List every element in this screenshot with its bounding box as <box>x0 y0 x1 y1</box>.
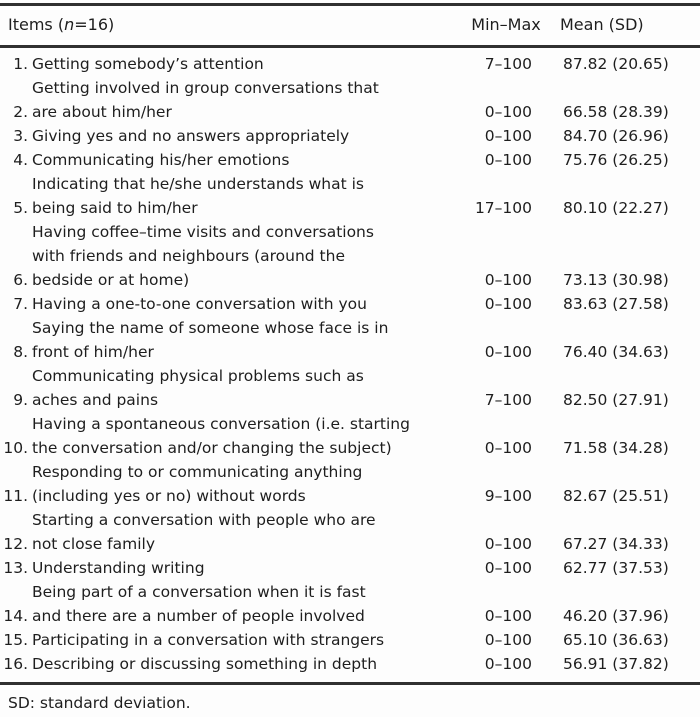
table-row: 5. Indicating that he/she understands wh… <box>0 172 700 220</box>
minmax-value: 7–100 <box>484 391 532 409</box>
mean-sd-value: 62.77 (37.53) <box>563 559 669 577</box>
table-row: 10. Having a spontaneous conversation (i… <box>0 412 700 460</box>
table-row: 13. Understanding writing 0–100 62.77 (3… <box>0 556 700 580</box>
mean-sd-value: 84.70 (26.96) <box>563 127 669 145</box>
minmax-value: 0–100 <box>484 535 532 553</box>
mean-sd-value: 66.58 (28.39) <box>563 103 669 121</box>
item-text: Participating in a conversation with str… <box>32 631 385 649</box>
item-number: 9. <box>13 391 28 409</box>
item-text: Having a one-to-one conversation with yo… <box>32 295 367 313</box>
table-row: 12. Starting a conversation with people … <box>0 508 700 556</box>
mean-sd-value: 83.63 (27.58) <box>563 295 669 313</box>
item-number: 2. <box>13 103 28 121</box>
minmax-value: 0–100 <box>484 607 532 625</box>
minmax-value: 17–100 <box>474 199 532 217</box>
item-number: 12. <box>3 535 28 553</box>
table-row: 3. Giving yes and no answers appropriate… <box>0 124 700 148</box>
item-number: 11. <box>3 487 28 505</box>
item-text: Describing or discussing something in de… <box>32 655 378 673</box>
minmax-value: 0–100 <box>484 559 532 577</box>
table-row: 15. Participating in a conversation with… <box>0 628 700 652</box>
item-text: Responding to or communicating anything … <box>32 463 363 505</box>
item-number: 4. <box>13 151 28 169</box>
mean-sd-value: 76.40 (34.63) <box>563 343 669 361</box>
minmax-column-header: Min–Max <box>471 15 541 34</box>
minmax-value: 9–100 <box>484 487 532 505</box>
table-row: 8. Saying the name of someone whose face… <box>0 316 700 364</box>
item-number: 8. <box>13 343 28 361</box>
item-text: Saying the name of someone whose face is… <box>32 319 389 361</box>
item-number: 5. <box>13 199 28 217</box>
mean-sd-value: 65.10 (36.63) <box>563 631 669 649</box>
items-column-header: Items (n=16) <box>0 15 457 35</box>
item-text: Having a spontaneous conversation (i.e. … <box>32 415 410 457</box>
item-number: 14. <box>3 607 28 625</box>
minmax-value: 0–100 <box>484 127 532 145</box>
item-number: 3. <box>13 127 28 145</box>
table-row: 2. Getting involved in group conversatio… <box>0 76 700 124</box>
mean-sd-column-header: Mean (SD) <box>560 15 644 34</box>
table-footnote: SD: standard deviation. <box>8 694 191 712</box>
item-number: 1. <box>13 55 28 73</box>
items-header-n: n <box>64 15 75 34</box>
mean-sd-value: 87.82 (20.65) <box>563 55 669 73</box>
table-body: 1. Getting somebody’s attention 7–100 87… <box>0 48 700 685</box>
minmax-value: 7–100 <box>484 55 532 73</box>
item-text: Communicating his/her emotions <box>32 151 290 169</box>
mean-sd-value: 80.10 (22.27) <box>563 199 669 217</box>
item-text: Starting a conversation with people who … <box>32 511 376 553</box>
mean-sd-value: 75.76 (26.25) <box>563 151 669 169</box>
minmax-value: 0–100 <box>484 631 532 649</box>
minmax-value: 0–100 <box>484 103 532 121</box>
item-number: 6. <box>13 271 28 289</box>
minmax-value: 0–100 <box>484 151 532 169</box>
minmax-value: 0–100 <box>484 295 532 313</box>
minmax-value: 0–100 <box>484 271 532 289</box>
table-row: 1. Getting somebody’s attention 7–100 87… <box>0 52 700 76</box>
item-text: Communicating physical problems such as … <box>32 367 364 409</box>
mean-sd-value: 67.27 (34.33) <box>563 535 669 553</box>
item-number: 16. <box>3 655 28 673</box>
item-text: Getting involved in group conversations … <box>32 79 379 121</box>
minmax-value: 0–100 <box>484 343 532 361</box>
item-text: Getting somebody’s attention <box>32 55 264 73</box>
item-text: Giving yes and no answers appropriately <box>32 127 350 145</box>
table-header-row: Items (n=16) Min–Max Mean (SD) <box>0 3 700 48</box>
table-row: 16. Describing or discussing something i… <box>0 652 700 676</box>
item-number: 13. <box>3 559 28 577</box>
item-text: Indicating that he/she understands what … <box>32 175 364 217</box>
mean-sd-value: 71.58 (34.28) <box>563 439 669 457</box>
table-row: 9. Communicating physical problems such … <box>0 364 700 412</box>
table-row: 6. Having coffee–time visits and convers… <box>0 220 700 292</box>
minmax-value: 0–100 <box>484 655 532 673</box>
items-header-suffix: =16) <box>74 15 115 34</box>
mean-sd-value: 46.20 (37.96) <box>563 607 669 625</box>
item-number: 10. <box>3 439 28 457</box>
item-text: Understanding writing <box>32 559 205 577</box>
table-row: 11. Responding to or communicating anyth… <box>0 460 700 508</box>
item-number: 15. <box>3 631 28 649</box>
table-row: 4. Communicating his/her emotions 0–100 … <box>0 148 700 172</box>
item-text: Having coffee–time visits and conversati… <box>32 223 374 289</box>
item-number: 7. <box>13 295 28 313</box>
mean-sd-value: 82.50 (27.91) <box>563 391 669 409</box>
mean-sd-value: 56.91 (37.82) <box>563 655 669 673</box>
minmax-value: 0–100 <box>484 439 532 457</box>
table-row: 14. Being part of a conversation when it… <box>0 580 700 628</box>
mean-sd-value: 82.67 (25.51) <box>563 487 669 505</box>
items-header-prefix: Items ( <box>8 15 65 34</box>
item-text: Being part of a conversation when it is … <box>32 583 366 625</box>
mean-sd-value: 73.13 (30.98) <box>563 271 669 289</box>
table-row: 7. Having a one-to-one conversation with… <box>0 292 700 316</box>
